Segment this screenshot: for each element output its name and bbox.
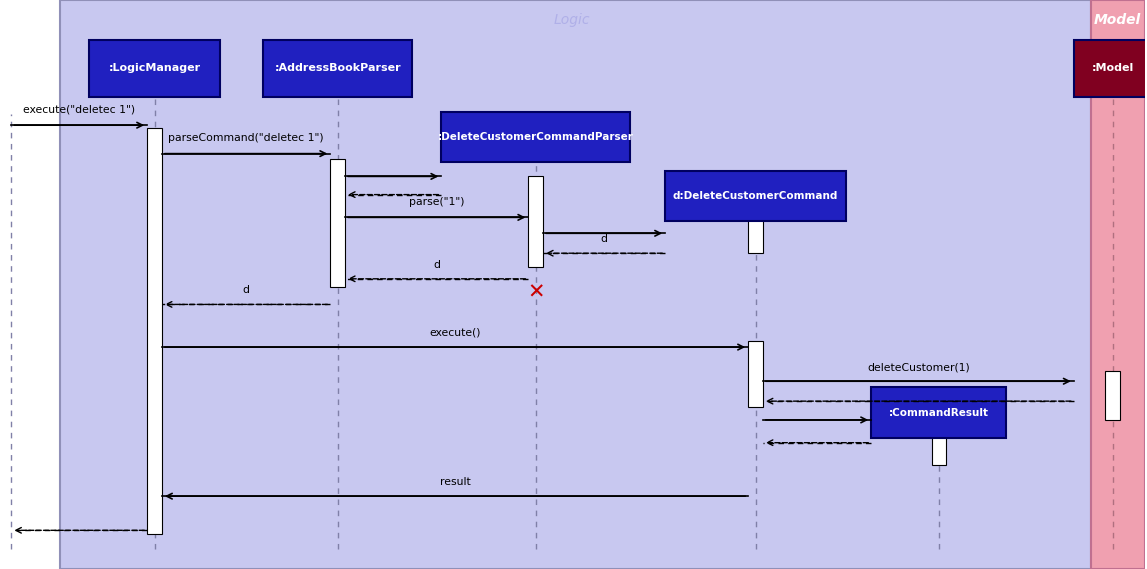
FancyBboxPatch shape <box>871 387 1006 438</box>
Text: Logic: Logic <box>554 13 591 27</box>
Text: parse("1"): parse("1") <box>409 197 465 207</box>
Bar <box>1091 0 1145 569</box>
FancyBboxPatch shape <box>264 40 412 97</box>
Bar <box>330 159 345 287</box>
Text: deleteCustomer(1): deleteCustomer(1) <box>867 362 969 372</box>
Text: result: result <box>439 477 470 487</box>
Bar <box>529 176 544 267</box>
Text: d: d <box>434 259 440 270</box>
FancyBboxPatch shape <box>1074 40 1147 97</box>
Text: ✕: ✕ <box>526 282 545 303</box>
Text: :CommandResult: :CommandResult <box>889 407 989 418</box>
Text: :AddressBookParser: :AddressBookParser <box>274 63 401 73</box>
Bar <box>931 432 945 465</box>
Bar <box>748 203 763 253</box>
Bar <box>1106 371 1121 420</box>
Text: d: d <box>243 285 250 295</box>
Bar <box>748 341 763 407</box>
Text: d: d <box>601 234 608 244</box>
Text: :LogicManager: :LogicManager <box>109 63 201 73</box>
Text: execute(): execute() <box>429 328 481 338</box>
FancyBboxPatch shape <box>88 40 220 97</box>
Text: :Model: :Model <box>1092 63 1133 73</box>
Text: :DeleteCustomerCommandParser: :DeleteCustomerCommandParser <box>438 131 633 142</box>
Text: execute("deletec 1"): execute("deletec 1") <box>23 105 135 115</box>
Text: parseCommand("deletec 1"): parseCommand("deletec 1") <box>169 133 323 143</box>
FancyBboxPatch shape <box>665 171 846 221</box>
Text: Model: Model <box>1093 13 1141 27</box>
Bar <box>147 128 162 534</box>
Text: d:DeleteCustomerCommand: d:DeleteCustomerCommand <box>673 191 838 201</box>
FancyBboxPatch shape <box>442 112 630 162</box>
